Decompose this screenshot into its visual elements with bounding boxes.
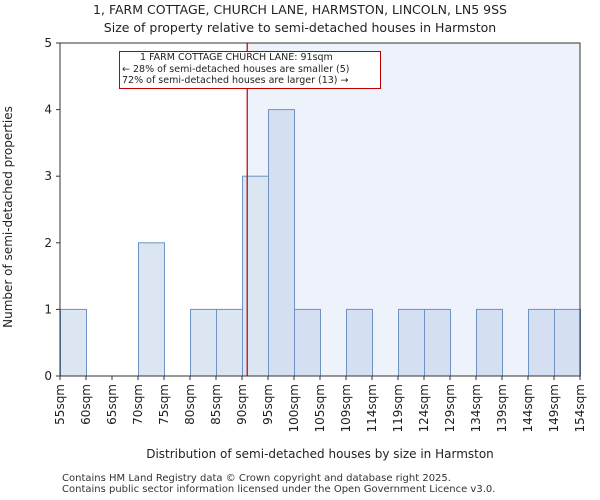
x-tick-label: 114sqm: [365, 384, 379, 432]
bar-7: [242, 175, 269, 377]
footer-licence: Contains public sector information licen…: [62, 484, 496, 495]
x-tick-label: 129sqm: [443, 384, 457, 432]
chart-subtitle: Size of property relative to semi-detach…: [103, 20, 497, 35]
x-tick-label: 119sqm: [391, 384, 405, 432]
x-tick-label: 109sqm: [339, 384, 353, 432]
y-axis-label: Number of semi-detached properties: [1, 106, 15, 328]
annotation-line-larger: 72% of semi-detached houses are larger (…: [122, 75, 349, 86]
bar-8: [268, 109, 295, 377]
x-tick-label: 105sqm: [313, 384, 327, 432]
bar-3: [138, 242, 165, 377]
x-tick-label: 149sqm: [547, 384, 561, 432]
x-tick-label: 154sqm: [573, 384, 587, 432]
x-tick-label: 75sqm: [157, 384, 171, 425]
y-tick-label: 3: [44, 169, 52, 183]
bar-18: [528, 308, 555, 377]
bar-0: [60, 308, 87, 377]
annotation-line-property: 1 FARM COTTAGE CHURCH LANE: 91sqm: [140, 52, 333, 63]
x-tick-label: 80sqm: [183, 384, 197, 425]
x-tick-label: 70sqm: [131, 384, 145, 425]
bar-14: [424, 308, 451, 377]
chart-title: 1, FARM COTTAGE, CHURCH LANE, HARMSTON, …: [93, 2, 507, 17]
annotation-line-smaller: ← 28% of semi-detached houses are smalle…: [122, 63, 350, 75]
bar-11: [346, 308, 373, 377]
bar-9: [294, 308, 321, 377]
y-tick-label: 5: [44, 36, 52, 50]
x-axis-label: Distribution of semi-detached houses by …: [146, 447, 494, 461]
annotation-box: 1 FARM COTTAGE CHURCH LANE: 91sqm ← 28% …: [119, 51, 381, 89]
bar-5: [190, 308, 217, 377]
x-tick-label: 90sqm: [235, 384, 249, 425]
bar-19: [554, 308, 581, 377]
x-tick-label: 139sqm: [495, 384, 509, 432]
y-tick-label: 4: [44, 103, 52, 117]
bar-13: [398, 308, 425, 377]
y-tick-label: 2: [44, 236, 52, 250]
x-tick-label: 100sqm: [287, 384, 301, 432]
x-tick-label: 144sqm: [521, 384, 535, 432]
x-tick-label: 95sqm: [261, 384, 275, 425]
x-tick-label: 55sqm: [53, 384, 67, 425]
x-tick-label: 134sqm: [469, 384, 483, 432]
x-tick-label: 85sqm: [209, 384, 223, 425]
x-tick-label: 124sqm: [417, 384, 431, 432]
y-tick-label: 1: [44, 302, 52, 316]
footer-copyright: Contains HM Land Registry data © Crown c…: [62, 473, 451, 484]
bar-6: [216, 308, 243, 377]
x-tick-label: 60sqm: [79, 384, 93, 425]
x-tick-label: 65sqm: [105, 384, 119, 425]
bar-16: [476, 308, 503, 377]
y-tick-label: 0: [44, 369, 52, 383]
